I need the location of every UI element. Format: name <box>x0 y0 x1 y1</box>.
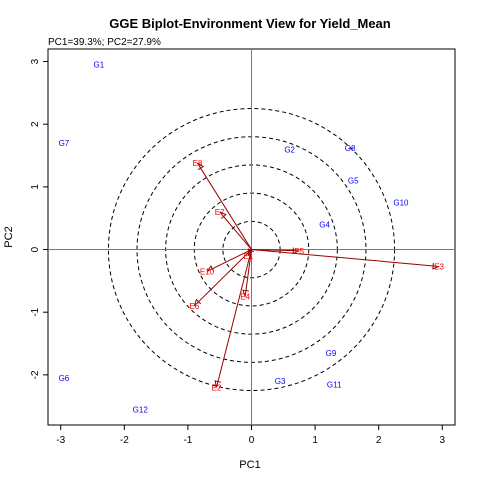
environment-label: E3 <box>434 262 444 271</box>
x-axis-label: PC1 <box>239 459 260 471</box>
genotype-label: G1 <box>94 61 105 70</box>
y-axis-label: PC2 <box>3 226 15 247</box>
y-tick-label: -2 <box>30 370 41 379</box>
y-tick-label: 0 <box>30 246 41 252</box>
genotype-label: G3 <box>275 377 286 386</box>
genotype-label: G12 <box>133 405 149 414</box>
y-axis-ticks: -2 -1 0 1 2 3 <box>30 58 48 379</box>
environment-label: E1 <box>243 252 253 261</box>
y-tick-label: 2 <box>30 121 41 127</box>
x-tick-label: -1 <box>183 435 192 446</box>
genotype-label: G2 <box>284 145 295 154</box>
x-tick-label: 2 <box>376 435 382 446</box>
environment-vector <box>220 212 252 250</box>
x-tick-label: -3 <box>56 435 65 446</box>
environment-label: E8 <box>193 159 203 168</box>
genotype-label: G10 <box>393 199 409 208</box>
x-tick-label: 3 <box>440 435 446 446</box>
environment-label: E4 <box>240 293 250 302</box>
genotype-label: G6 <box>59 374 70 383</box>
environment-label: E7 <box>215 208 225 217</box>
x-tick-label: 1 <box>312 435 318 446</box>
environment-vector <box>217 250 252 388</box>
environment-vector <box>197 163 251 249</box>
environment-label: E10 <box>200 267 215 276</box>
environment-label: E6 <box>189 302 199 311</box>
genotype-label: G7 <box>59 139 70 148</box>
environment-vector <box>252 250 440 267</box>
environment-labels: E1 E2 E3 E4 E5 E6 E7 E8 E10 <box>189 159 444 392</box>
x-axis-ticks: -3 -2 -1 0 1 2 3 <box>56 425 445 446</box>
environment-label: E5 <box>294 247 304 256</box>
x-tick-label: -2 <box>120 435 129 446</box>
genotype-label: G9 <box>326 349 337 358</box>
genotype-label: G8 <box>345 144 356 153</box>
y-tick-label: -1 <box>30 307 41 316</box>
genotype-label: G5 <box>348 177 359 186</box>
genotype-label: G11 <box>327 380 342 389</box>
genotype-label: G4 <box>319 220 330 229</box>
chart-subtitle: PC1=39.3%; PC2=27.9% <box>48 37 161 48</box>
chart-title: GGE Biplot-Environment View for Yield_Me… <box>109 16 391 31</box>
x-tick-label: 0 <box>249 435 255 446</box>
y-tick-label: 1 <box>30 184 41 190</box>
environment-label: E2 <box>212 383 222 392</box>
y-tick-label: 3 <box>30 58 41 64</box>
